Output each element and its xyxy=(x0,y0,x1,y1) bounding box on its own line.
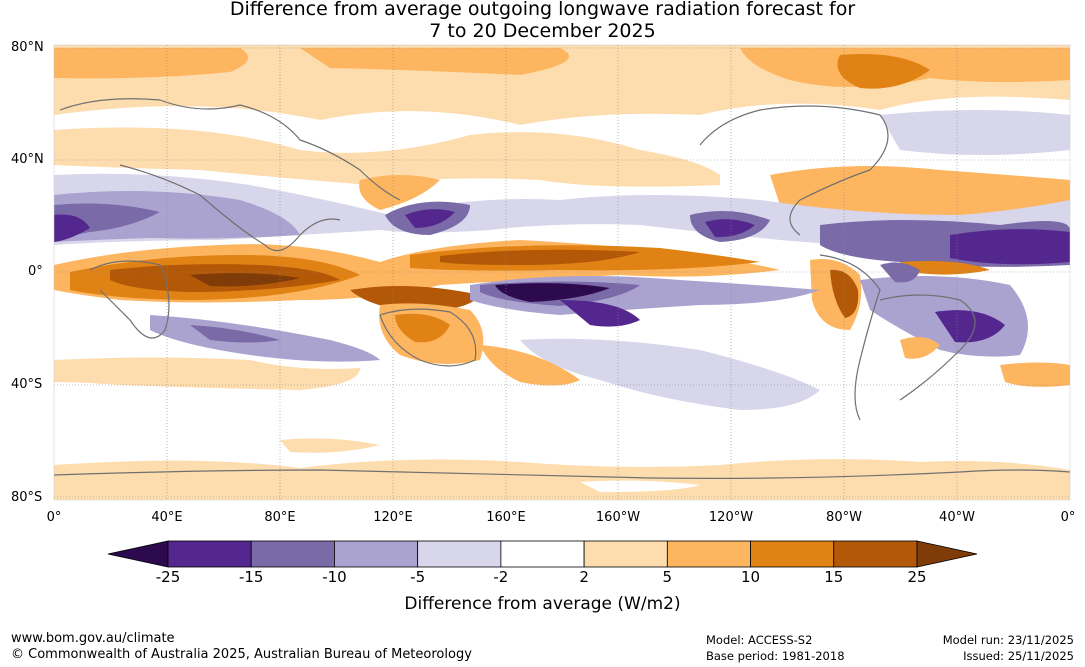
colorbar-tick-label: -25 xyxy=(155,568,181,586)
colorbar-segment xyxy=(334,540,419,568)
footer-model: Model: ACCESS-S2 xyxy=(706,633,813,647)
colorbar-tick-label: -5 xyxy=(410,568,426,586)
olr-anomaly-map xyxy=(53,44,1071,501)
lon-label-40w: 40°W xyxy=(939,510,975,525)
colorbar-tick-label: 15 xyxy=(824,568,844,586)
lat-label-40n: 40°N xyxy=(11,152,44,167)
colorbar-extend-high xyxy=(916,540,978,568)
footer-copyright: © Commonwealth of Australia 2025, Austra… xyxy=(11,647,472,662)
colorbar-tick-label: -15 xyxy=(238,568,264,586)
colorbar-tick-label: -2 xyxy=(493,568,509,586)
colorbar-tick-label: -10 xyxy=(322,568,347,586)
lon-label-120w: 120°W xyxy=(708,510,754,525)
footer-issued: Issued: 25/11/2025 xyxy=(963,649,1074,663)
colorbar-segment xyxy=(666,540,751,568)
colorbar-extend-low xyxy=(107,540,169,568)
title-line-2: 7 to 20 December 2025 xyxy=(429,20,656,42)
colorbar-segment xyxy=(833,540,918,568)
colorbar-segment xyxy=(750,540,835,568)
colorbar-tick-label: 2 xyxy=(579,568,589,586)
chart-title: Difference from average outgoing longwav… xyxy=(0,0,1085,42)
colorbar-segment xyxy=(417,540,502,568)
footer-base-period: Base period: 1981-2018 xyxy=(706,649,845,663)
lon-label-120e: 120°E xyxy=(373,510,413,525)
title-line-1: Difference from average outgoing longwav… xyxy=(229,0,856,20)
footer-model-run: Model run: 23/11/2025 xyxy=(942,633,1074,647)
lat-label-0: 0° xyxy=(28,264,43,279)
colorbar-segment xyxy=(167,540,252,568)
lon-label-0-west: 0° xyxy=(46,510,62,525)
colorbar-segment xyxy=(250,540,335,568)
lon-label-0-east: 0° xyxy=(1060,510,1076,525)
lon-label-80w: 80°W xyxy=(826,510,862,525)
lat-label-40s: 40°S xyxy=(11,377,43,392)
lon-label-160w: 160°W xyxy=(595,510,641,525)
colorbar-segment xyxy=(583,540,668,568)
lat-label-80n: 80°N xyxy=(11,40,44,55)
colorbar-tick-label: 10 xyxy=(741,568,761,586)
colorbar-tick-label: 5 xyxy=(662,568,673,586)
lon-label-80e: 80°E xyxy=(264,510,296,525)
lon-label-160e: 160°E xyxy=(486,510,526,525)
colorbar-label: Difference from average (W/m2) xyxy=(404,594,681,614)
lon-label-40e: 40°E xyxy=(151,510,183,525)
lat-label-80s: 80°S xyxy=(11,490,43,505)
footer-url[interactable]: www.bom.gov.au/climate xyxy=(11,631,175,646)
colorbar-segment xyxy=(500,540,585,568)
colorbar-tick-label: 25 xyxy=(907,568,927,586)
